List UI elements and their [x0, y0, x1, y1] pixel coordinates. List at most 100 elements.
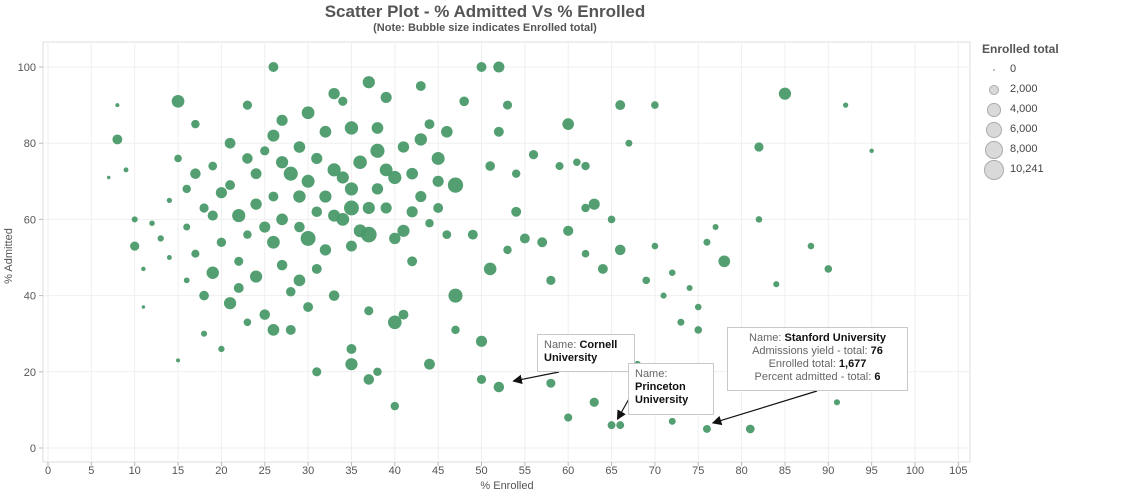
legend-entry: 6,000	[982, 120, 1112, 140]
data-point	[625, 139, 633, 147]
data-point	[537, 237, 548, 248]
data-point	[176, 358, 181, 363]
data-point	[398, 309, 409, 320]
tooltip-line: Enrolled total: 1,677	[734, 358, 901, 371]
data-point	[380, 91, 392, 104]
legend-entry: 4,000	[982, 100, 1112, 120]
data-point	[431, 151, 445, 165]
data-point	[327, 163, 341, 177]
data-point	[424, 358, 435, 370]
legend-label: 6,000	[1010, 123, 1038, 135]
data-point	[843, 102, 849, 108]
data-point	[191, 249, 200, 258]
data-point	[303, 302, 314, 312]
data-point	[260, 146, 270, 156]
data-point	[447, 177, 464, 193]
data-point	[206, 266, 219, 279]
data-point	[651, 101, 659, 109]
data-point	[286, 287, 296, 297]
data-point	[344, 182, 359, 196]
data-point	[485, 161, 495, 171]
x-tick-label: 90	[822, 465, 834, 477]
data-point	[364, 306, 374, 316]
tooltip-field-label: Percent admitted - total:	[754, 371, 875, 383]
data-point	[503, 245, 512, 255]
legend-size-circle	[987, 103, 1001, 117]
legend-entry: 0	[982, 60, 1112, 80]
data-point	[300, 230, 316, 246]
data-point	[459, 96, 469, 107]
data-points	[106, 61, 874, 434]
data-point	[183, 277, 190, 284]
axes: 0 5 10 15 20 25 30 35 40 45 50 55 60 65 70 75 80 85 90 95 10…	[18, 62, 968, 477]
data-point	[362, 76, 375, 89]
data-point	[373, 367, 382, 377]
data-point	[174, 154, 182, 163]
data-point	[190, 168, 201, 179]
data-point	[250, 198, 262, 210]
tooltip-field-value: 76	[870, 345, 883, 357]
data-point	[660, 292, 667, 299]
tooltip-line: Admissions yield - total: 76	[734, 345, 901, 358]
tooltip-field-value: Princeton	[635, 381, 686, 393]
data-point	[824, 265, 833, 273]
legend-entry: 10,241	[982, 160, 1112, 180]
data-point	[191, 119, 200, 129]
x-tick-label: 50	[475, 465, 487, 477]
x-tick-label: 0	[45, 465, 51, 477]
data-point	[166, 255, 172, 260]
data-point	[406, 167, 418, 180]
data-point	[216, 237, 227, 247]
tooltip-field-value: University	[635, 394, 689, 406]
data-point	[415, 190, 427, 203]
data-point	[293, 274, 306, 287]
tooltip-field-label: Name:	[635, 368, 668, 380]
x-tick-label: 20	[215, 465, 227, 477]
y-axis-title: % Admitted	[3, 228, 15, 284]
size-legend: Enrolled total 0 2,000 4,000 6,000 8,000 10,2…	[982, 42, 1112, 180]
data-point	[475, 335, 488, 347]
data-point	[343, 200, 359, 216]
data-point	[267, 235, 280, 249]
data-point	[157, 235, 164, 242]
data-point	[555, 161, 564, 171]
data-point	[275, 156, 289, 169]
data-point	[511, 169, 521, 178]
data-point	[589, 397, 599, 407]
data-point	[528, 150, 539, 160]
data-point	[387, 315, 402, 330]
data-point	[519, 233, 530, 244]
data-point	[360, 226, 377, 243]
legend-size-circle	[985, 141, 1003, 159]
data-point	[615, 100, 626, 111]
data-point	[285, 324, 296, 335]
x-tick-label: 15	[172, 465, 184, 477]
data-point	[493, 381, 505, 393]
data-point	[712, 223, 719, 231]
data-point	[328, 87, 340, 100]
chart-subtitle: (Note: Bubble size indicates Enrolled to…	[373, 22, 597, 34]
tooltip-field-value: Stanford University	[784, 332, 886, 344]
data-point	[581, 203, 590, 213]
data-point	[234, 256, 244, 266]
y-tick-label: 80	[24, 138, 36, 150]
data-point	[283, 166, 298, 181]
data-point	[614, 244, 626, 256]
data-point	[346, 240, 357, 252]
data-point	[268, 191, 279, 202]
data-point	[390, 401, 400, 411]
x-tick-label: 35	[345, 465, 357, 477]
data-point	[149, 220, 155, 226]
data-point	[123, 167, 129, 173]
x-tick-label: 65	[605, 465, 617, 477]
data-point	[597, 263, 608, 274]
data-point	[201, 330, 208, 337]
data-point	[293, 190, 306, 203]
x-tick-label: 30	[302, 465, 314, 477]
data-point	[353, 155, 367, 170]
data-point	[754, 142, 764, 152]
data-point	[232, 209, 246, 223]
data-point	[141, 266, 146, 272]
data-point	[406, 206, 418, 218]
